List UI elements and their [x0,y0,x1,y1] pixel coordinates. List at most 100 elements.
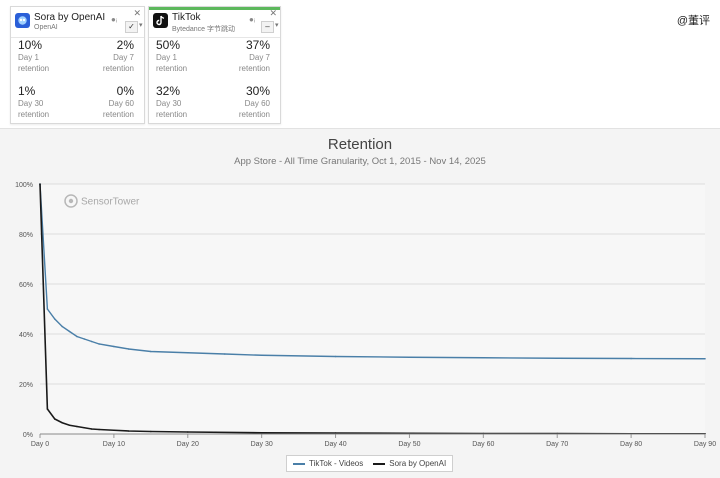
apple-icon: ●ᵢ [111,15,118,24]
data-point-tiktok [482,356,485,359]
x-tick-label: Day 20 [177,441,199,448]
data-point-tiktok [556,357,559,360]
metric-day: Day 1 [156,53,177,62]
data-point-tiktok [83,338,86,340]
legend-item-sora[interactable]: Sora by OpenAI [373,459,446,468]
data-point-sora [53,418,56,420]
y-tick-label: 100% [15,182,33,189]
app-card-sora[interactable]: Sora by OpenAI OpenAI ●ᵢ ✕ ✓ ▾ 10% Day 1… [10,6,145,124]
data-point-sora [90,428,93,430]
close-icon[interactable]: ✕ [133,8,141,18]
y-tick-label: 20% [19,382,33,389]
x-tick-label: Day 70 [546,441,568,448]
metric-value: 50% [156,38,181,52]
data-point-tiktok [68,330,71,333]
metric-label: retention [102,110,134,119]
data-point-tiktok [150,350,152,353]
app-publisher: Bytedance 字节跳动 [172,26,236,33]
axis-layer: 0% 20% 40% 60% 80% 100% Day 0 Day 10 Day 20 Day 3… [15,182,716,448]
data-point-tiktok [630,357,632,360]
metric-day7: 37% Day 7 retention [206,38,270,74]
brand-text: SensorTower [81,197,140,208]
metric-label: retention [102,64,134,73]
metric-day: Day 1 [18,53,39,62]
data-point-tiktok [46,308,49,310]
metric-day: Day 7 [113,53,134,62]
tiktok-app-icon [153,13,168,28]
metric-value: 1% [18,84,36,98]
metric-day: Day 30 [18,99,44,108]
metric-day1: 10% Day 1 retention [18,38,82,74]
metric-value: 2% [116,38,134,52]
sensortower-logo-icon [64,194,78,208]
metric-day: Day 60 [108,99,134,108]
data-point-sora [46,408,49,410]
data-point-sora [150,430,152,433]
metric-label: retention [238,110,270,119]
data-point-tiktok [704,357,706,360]
y-tick-label: 80% [19,232,33,239]
app-name: TikTok [172,12,201,23]
metric-value: 30% [245,84,270,98]
data-point-tiktok [334,355,337,358]
y-tick-label: 60% [19,282,33,289]
brand-watermark: SensorTower [64,194,140,208]
chevron-down-icon[interactable]: ▾ [275,22,279,29]
series-line-sora [39,183,705,435]
data-point-sora [61,421,63,424]
data-point-sora [127,430,130,432]
data-point-sora [39,183,41,185]
legend-label: Sora by OpenAI [389,459,447,468]
metric-day: Day 30 [156,99,182,108]
data-point-sora [98,428,100,431]
metric-day30: 1% Day 30 retention [18,84,82,120]
data-point-tiktok [76,335,78,338]
metric-value: 10% [18,38,43,52]
x-tick-label: Day 80 [620,441,642,448]
data-point-tiktok [61,325,63,328]
grid-layer [40,183,705,435]
legend-label: TikTok - Videos [309,459,364,468]
app-card-header: TikTok Bytedance 字节跳动 ●ᵢ ✕ – ▾ [153,8,280,36]
data-point-tiktok [113,345,115,348]
plot-background [40,184,705,434]
y-tick-label: 0% [23,432,33,439]
x-tick-label: Day 60 [472,441,494,448]
data-point-sora [68,424,71,427]
select-checkbox[interactable]: ✓ [125,21,138,33]
legend-swatch [373,462,386,465]
metric-day7: 2% Day 7 retention [70,38,134,74]
select-checkbox[interactable]: – [261,21,274,33]
metric-label: retention [238,64,270,73]
data-point-tiktok [260,354,263,357]
metric-value: 0% [116,84,134,98]
x-tick-label: Day 0 [31,441,49,448]
metric-label: retention [18,110,50,119]
metric-day: Day 60 [244,99,270,108]
data-point-sora [186,431,189,433]
close-icon[interactable]: ✕ [269,8,277,18]
chart-legend: TikTok - Videos Sora by OpenAI [286,455,454,472]
chevron-down-icon[interactable]: ▾ [139,22,143,29]
data-point-tiktok [90,340,93,343]
data-point-sora [83,426,86,429]
chart-title: Retention [327,136,393,153]
chart-subtitle: App Store - All Time Granularity, Oct 1,… [234,156,486,167]
x-tick-label: Day 10 [103,441,125,448]
data-point-tiktok [53,318,56,320]
data-point-sora [76,425,78,428]
sora-app-icon [15,13,30,28]
app-card-header: Sora by OpenAI OpenAI ●ᵢ ✕ ✓ ▾ [15,8,144,36]
app-card-tiktok[interactable]: TikTok Bytedance 字节跳动 ●ᵢ ✕ – ▾ 50% Day 1… [148,6,281,124]
metric-label: retention [156,110,188,119]
data-point-tiktok [186,351,189,354]
divider [11,37,144,38]
metric-label: retention [18,64,50,73]
data-point-sora [334,432,337,434]
x-tick-label: Day 50 [398,441,420,448]
legend-item-tiktok[interactable]: TikTok - Videos [293,459,363,468]
metric-day60: 30% Day 60 retention [206,84,270,120]
data-point-sora [113,429,115,432]
metric-value: 37% [245,38,270,52]
